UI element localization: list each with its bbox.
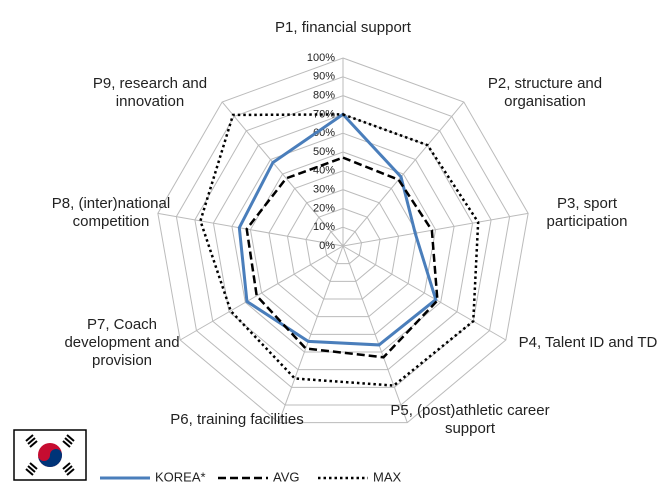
series-line [237,112,438,347]
spoke [342,212,529,247]
category-label: P4, Talent ID and TD [518,334,658,351]
spoke [179,245,344,341]
tick-label: 100% [307,52,335,64]
grid-ring [212,113,474,371]
grid-ring [175,76,511,406]
grid-ring [194,95,492,388]
grid-ring [157,57,529,424]
category-label: P2, structure and organisation [487,75,603,110]
tick-label: 30% [313,184,335,196]
category-label: P6, training facilities [170,411,304,428]
spoke [342,245,408,423]
tick-label: 20% [313,202,335,214]
legend-label: MAX [373,469,402,484]
grid-ring [268,170,418,318]
tick-label: 80% [313,90,335,102]
category-label: P8, (inter)national competition [51,195,171,230]
tick-label: 0% [319,240,335,252]
spoke [342,101,465,247]
tick-label: 50% [313,146,335,158]
series-line [245,156,439,359]
spoke [221,101,344,247]
legend-label: KOREA* [155,469,206,484]
grid-ring [231,132,455,353]
flag [13,429,87,481]
tick-label: 10% [313,221,335,233]
spoke [278,245,344,423]
tick-label: 40% [313,165,335,177]
category-label: P1, financial support [275,19,411,36]
spoke [157,212,344,247]
grid-ring [323,226,363,265]
tick-label: 70% [313,108,335,120]
spoke [342,245,507,341]
tick-label: 90% [313,71,335,83]
category-label: P3, sport participation [546,195,628,230]
category-label: P9, research and innovation [92,75,208,110]
grid-ring [305,207,381,282]
legend-label: AVG [273,469,300,484]
category-label: P5, (post)athletic career support [390,402,550,437]
category-label: P7, Coach development and provision [64,316,180,369]
series-line [199,113,480,387]
grid-ring [286,189,400,300]
